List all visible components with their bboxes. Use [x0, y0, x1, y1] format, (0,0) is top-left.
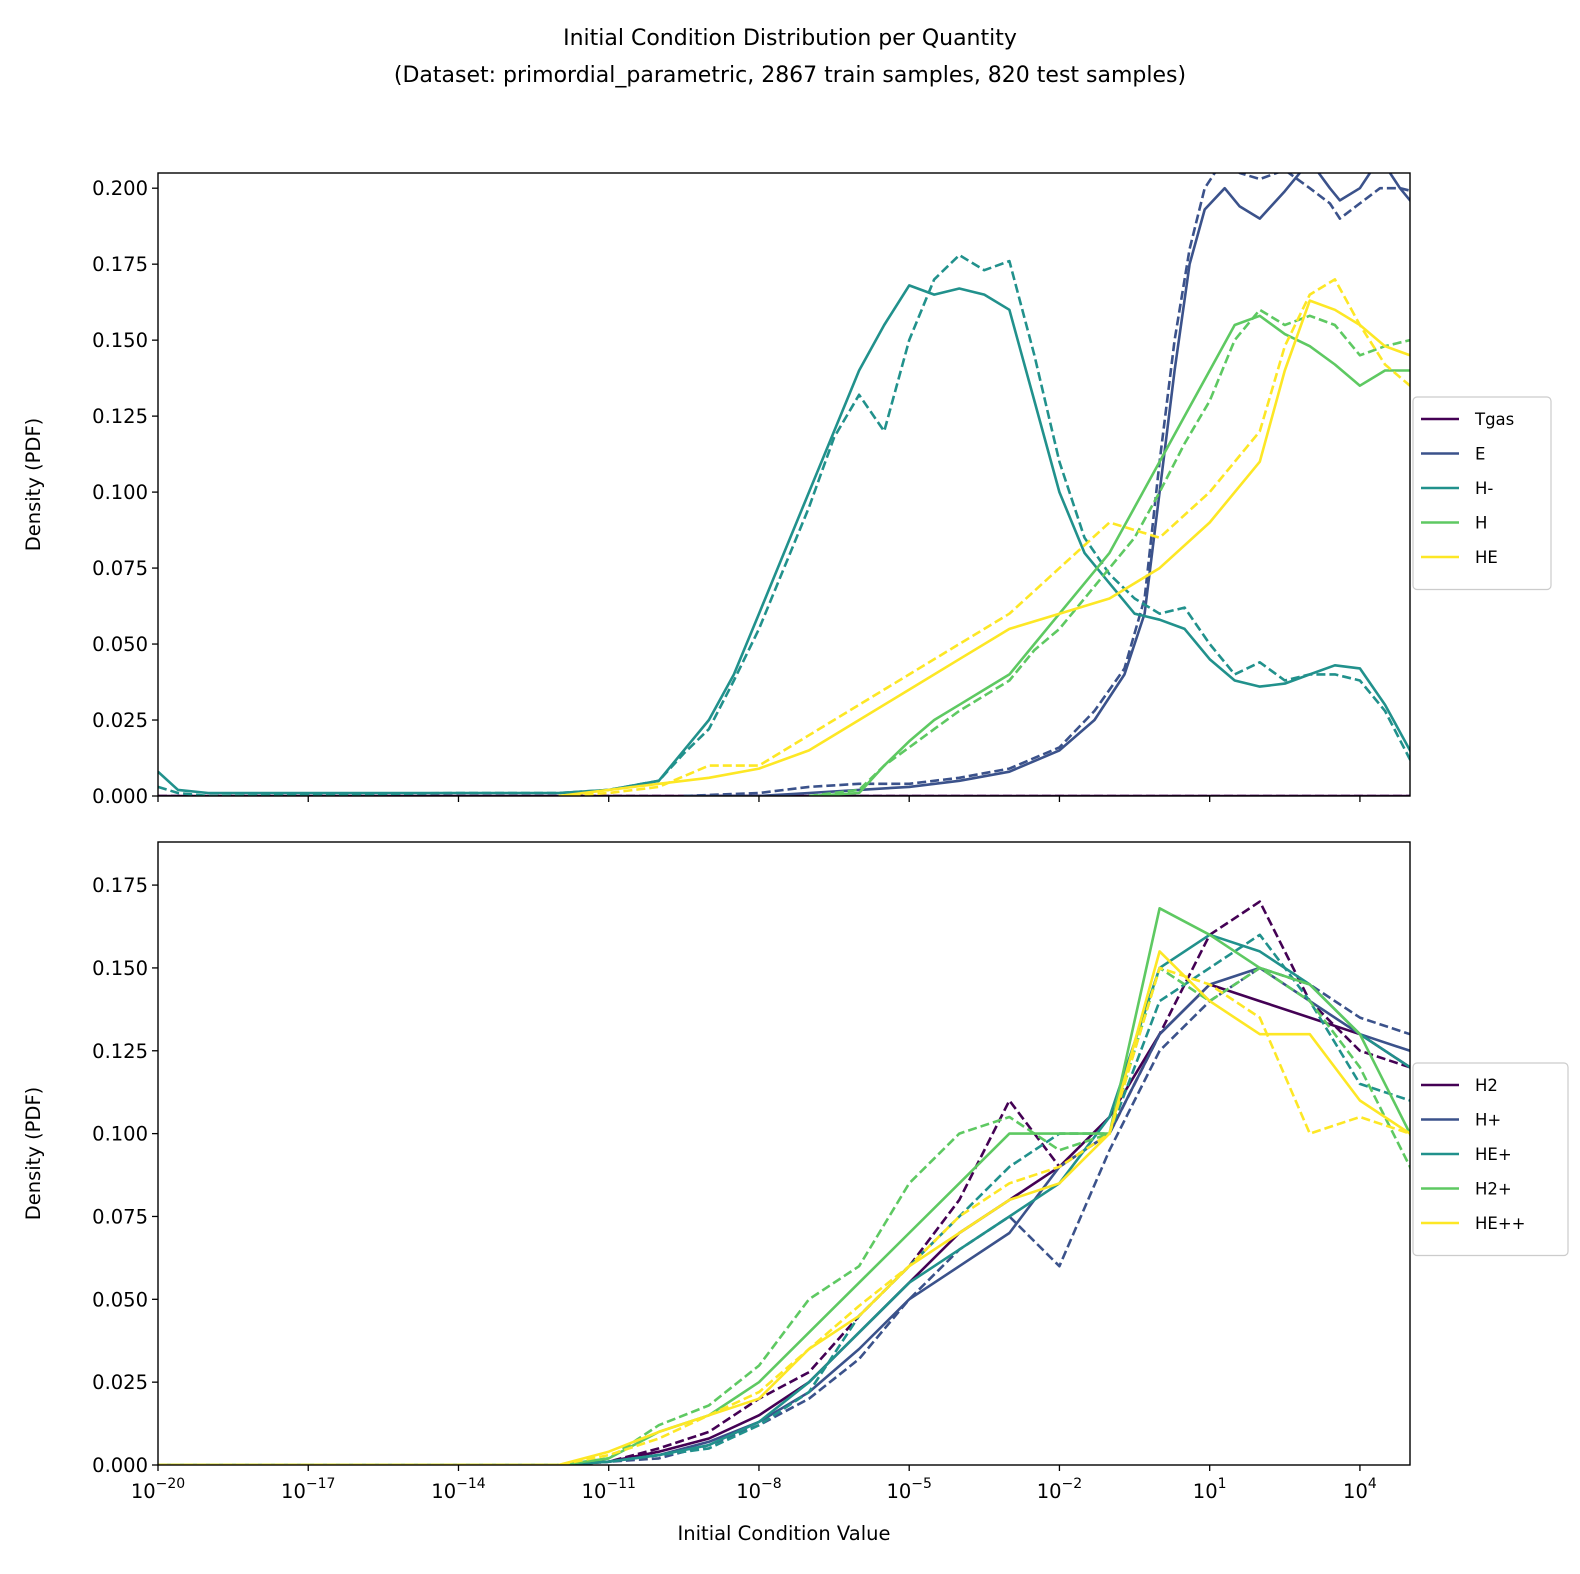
series-line-E-train — [683, 173, 1410, 796]
series-line-H+-test — [158, 966, 1410, 1465]
bottom-axes-frame — [157, 841, 1411, 1466]
y-tick-label: 0.050 — [92, 1288, 148, 1311]
series-line-H2+-train — [158, 906, 1410, 1465]
y-tick-label: 0.075 — [92, 557, 148, 580]
bottom-y-axis-label: Density (PDF) — [22, 1087, 45, 1221]
legend-label-HE: HE — [1475, 548, 1498, 567]
y-tick-label: 0.175 — [92, 253, 148, 276]
top-legend: Tgas E H- H HE — [1412, 396, 1552, 591]
series-line-H2+-test — [158, 966, 1410, 1465]
legend-label-HE++: HE++ — [1475, 1214, 1525, 1233]
x-tick-label: 10−5 — [886, 1476, 931, 1503]
legend-label-H-: H- — [1475, 479, 1493, 498]
y-tick-label: 0.150 — [92, 329, 148, 352]
legend-label-H2: H2 — [1475, 1076, 1498, 1095]
series-line-HE++-train — [158, 950, 1410, 1465]
y-tick-label: 0.150 — [92, 957, 148, 980]
series-line-H2-test — [158, 900, 1410, 1465]
y-tick-label: 0.000 — [92, 785, 148, 808]
series-line-H-test — [808, 308, 1410, 796]
legend-label-Tgas: Tgas — [1474, 410, 1514, 429]
x-tick-label: 10−8 — [736, 1476, 781, 1503]
x-tick-label: 10−20 — [131, 1476, 185, 1503]
x-tick-label: 10−11 — [582, 1476, 636, 1503]
y-tick-label: 0.025 — [92, 1371, 148, 1394]
series-line-H2-train — [158, 983, 1410, 1465]
series-line-HE++-test — [158, 966, 1410, 1465]
bottom-plot-area — [158, 900, 1410, 1465]
series-line-H-train — [808, 314, 1410, 796]
legend-frame — [1412, 1062, 1569, 1257]
y-tick-label: 0.075 — [92, 1205, 148, 1228]
series-line-HE-test — [558, 278, 1410, 796]
y-tick-label: 0.175 — [92, 874, 148, 897]
panels: 0.000 0.025 0.050 0.075 0.100 0.125 0.150 0.175… — [22, 172, 1569, 1545]
y-tick-label: 0.100 — [92, 481, 148, 504]
top-y-axis-label: Density (PDF) — [22, 418, 45, 552]
x-tick-label: 104 — [1343, 1476, 1377, 1503]
series-line-HE+-train — [158, 933, 1410, 1465]
legend-label-H2+: H2+ — [1475, 1180, 1512, 1199]
legend-label-HE+: HE+ — [1475, 1145, 1512, 1164]
y-tick-label: 0.100 — [92, 1123, 148, 1146]
top-axes-frame — [157, 172, 1411, 797]
series-line-E-test — [683, 173, 1410, 796]
legend-label-H: H — [1475, 514, 1487, 533]
top-plot-area — [158, 173, 1410, 796]
figure-title-line2: (Dataset: primordial_parametric, 2867 tr… — [394, 63, 1186, 88]
y-tick-label: 0.200 — [92, 177, 148, 200]
legend-label-H+: H+ — [1475, 1111, 1501, 1130]
y-tick-label: 0.125 — [92, 1040, 148, 1063]
x-tick-label: 101 — [1193, 1476, 1227, 1503]
x-tick-label: 10−2 — [1037, 1476, 1082, 1503]
series-line-Tgas-train — [158, 794, 1410, 796]
figure-title-line1: Initial Condition Distribution per Quant… — [563, 26, 1017, 51]
series-line-H--test — [158, 253, 1410, 796]
top-panel: 0.000 0.025 0.050 0.075 0.100 0.125 0.150 0.175… — [22, 172, 1552, 808]
x-axis-label: Initial Condition Value — [678, 1522, 891, 1545]
series-line-H+-train — [158, 966, 1410, 1465]
series-line-HE+-test — [158, 933, 1410, 1465]
y-tick-label: 0.000 — [92, 1454, 148, 1477]
legend-label-E: E — [1475, 445, 1485, 464]
bottom-panel: 0.000 0.025 0.050 0.075 0.100 0.125 0.150 0.175… — [22, 841, 1569, 1545]
legend-frame — [1412, 396, 1552, 591]
y-tick-label: 0.050 — [92, 633, 148, 656]
x-tick-label: 10−17 — [281, 1476, 335, 1503]
bottom-legend: H2 H+ HE+ H2+ HE++ — [1412, 1062, 1569, 1257]
y-tick-label: 0.125 — [92, 405, 148, 428]
y-tick-label: 0.025 — [92, 709, 148, 732]
series-line-HE-train — [558, 299, 1410, 796]
x-tick-label: 10−14 — [431, 1476, 485, 1503]
